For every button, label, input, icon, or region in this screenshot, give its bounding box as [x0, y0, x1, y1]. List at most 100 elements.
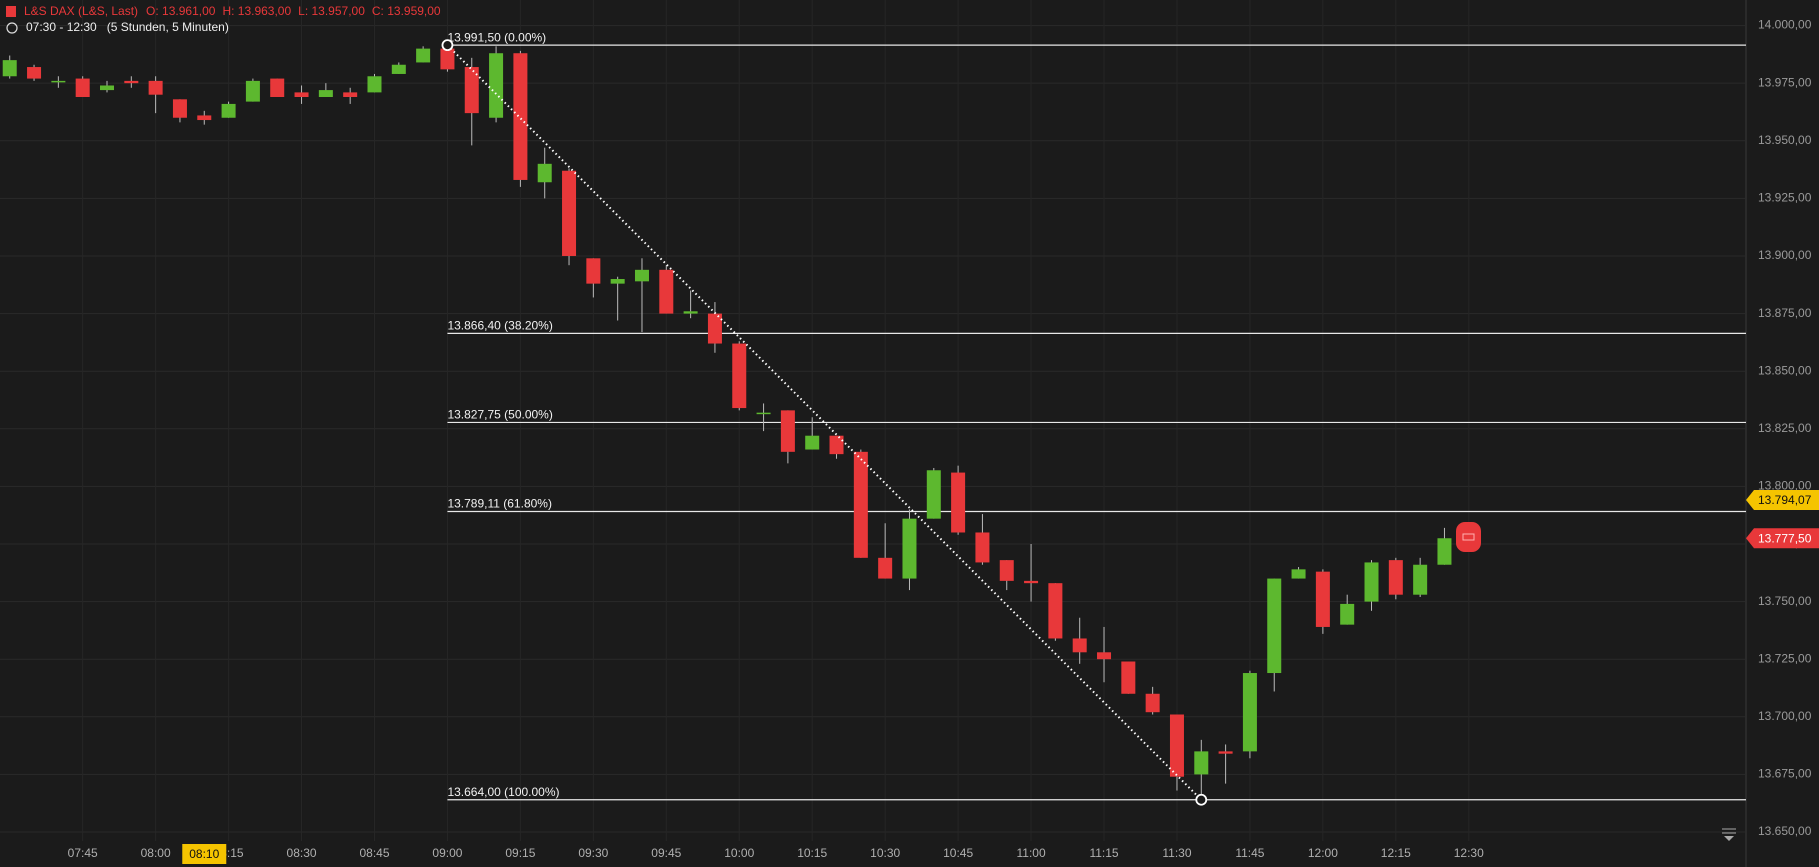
- y-tick-label: 13.675,00: [1758, 767, 1812, 781]
- y-tick-label: 13.975,00: [1758, 75, 1812, 89]
- candle-body: [1072, 638, 1087, 653]
- x-tick-label: 11:15: [1089, 846, 1118, 860]
- candle-body: [367, 76, 382, 93]
- clock-icon: [6, 22, 18, 34]
- candle-body: [51, 80, 66, 83]
- x-tick-label: 12:00: [1308, 846, 1338, 860]
- candle-body: [586, 258, 601, 284]
- x-tick-label: 09:45: [651, 846, 681, 860]
- candle-body: [610, 279, 625, 284]
- candle-body: [2, 60, 17, 77]
- candle-body: [221, 103, 236, 118]
- x-tick-label: 07:45: [68, 846, 98, 860]
- y-tick-label: 13.875,00: [1758, 306, 1812, 320]
- candle-body: [1145, 693, 1160, 713]
- y-tick-label: 13.750,00: [1758, 594, 1812, 608]
- period: (5 Stunden, 5 Minuten): [107, 20, 229, 34]
- ohlc-value: O: 13.961,00: [146, 4, 216, 18]
- candle-body: [1169, 714, 1184, 777]
- candle-body: [172, 99, 187, 118]
- y-tick-label: 13.900,00: [1758, 248, 1812, 262]
- trendline-handle: [441, 39, 454, 52]
- candle-body: [318, 90, 333, 98]
- candle-body: [634, 269, 649, 282]
- candle-body: [148, 80, 163, 95]
- trendline-handle: [1195, 793, 1208, 806]
- candle-body: [562, 170, 577, 256]
- x-tick-label: 11:30: [1162, 846, 1191, 860]
- instrument-icon: [6, 6, 16, 17]
- plot: [0, 0, 1746, 841]
- x-tick-label: 08:00: [141, 846, 171, 860]
- candle-body: [975, 532, 990, 563]
- candle-body: [829, 435, 844, 455]
- x-tick-label: 12:30: [1454, 846, 1484, 860]
- candle-body: [1413, 564, 1428, 595]
- ohlc-value: L: 13.957,00: [298, 4, 365, 18]
- candle-body: [537, 163, 552, 183]
- candle-body: [1242, 673, 1257, 752]
- x-tick-label: 10:15: [797, 846, 827, 860]
- y-tick-label: 13.950,00: [1758, 133, 1812, 147]
- candle-body: [343, 92, 358, 98]
- fib-label: 13.789,11 (61.80%): [447, 497, 552, 511]
- candle-body: [1121, 661, 1136, 694]
- candle-body: [1097, 652, 1112, 660]
- x-tick-label: 10:00: [724, 846, 754, 860]
- candle-body: [1024, 580, 1039, 584]
- candle-body: [951, 472, 966, 533]
- candle-body: [440, 48, 455, 70]
- crosshair-label: 08:10: [189, 847, 219, 861]
- x-tick-label: 10:30: [870, 846, 900, 860]
- price-tag: [1746, 528, 1819, 549]
- y-tick-label: 13.825,00: [1758, 421, 1812, 435]
- price-tag-label: 13.794,07: [1758, 493, 1812, 507]
- candle-body: [464, 67, 479, 114]
- candle-body: [513, 53, 528, 180]
- candle-body: [659, 269, 674, 314]
- crosshair-tag: [182, 844, 227, 864]
- candle-body: [1315, 571, 1330, 627]
- range: 07:30 - 12:30: [26, 20, 97, 34]
- candle-body: [1218, 751, 1233, 754]
- candle-body: [1267, 578, 1282, 674]
- ohlc-value: C: 13.959,00: [372, 4, 441, 18]
- candle-body: [756, 412, 771, 415]
- candle-body: [732, 343, 747, 409]
- instrument: L&S DAX (L&S, Last): [24, 4, 138, 18]
- y-tick-label: 13.800,00: [1758, 479, 1812, 493]
- menu-icon[interactable]: [1722, 828, 1736, 841]
- x-tick-label: 10:45: [943, 846, 973, 860]
- candle-body: [1340, 603, 1355, 625]
- y-tick-label: 13.850,00: [1758, 363, 1812, 377]
- candle-body: [902, 518, 917, 579]
- y-tick-label: 13.725,00: [1758, 651, 1812, 665]
- candle-body: [780, 410, 795, 452]
- candle-body: [75, 78, 90, 98]
- candle-body: [1437, 538, 1452, 565]
- y-tick-label: 13.650,00: [1758, 824, 1812, 838]
- candle-body: [294, 92, 309, 98]
- candle-body: [1194, 751, 1209, 775]
- x-tick-label: 11:00: [1016, 846, 1045, 860]
- x-tick-label: 09:15: [505, 846, 535, 860]
- candle-body: [805, 435, 820, 450]
- alarm-icon[interactable]: [1456, 522, 1481, 552]
- candle-body: [853, 451, 868, 558]
- candle-body: [489, 53, 504, 118]
- x-tick-label: 12:15: [1381, 846, 1411, 860]
- x-tick-label: 08:45: [359, 846, 389, 860]
- candle-body: [416, 48, 431, 63]
- ohlc-value: H: 13.963,00: [222, 4, 291, 18]
- candle-body: [1364, 562, 1379, 602]
- x-tick-label: 09:00: [432, 846, 462, 860]
- x-tick-label: 11:45: [1235, 846, 1264, 860]
- menu-arrow: [1724, 836, 1734, 841]
- fib-label: 13.866,40 (38.20%): [447, 319, 552, 333]
- x-tick-label: 09:30: [578, 846, 608, 860]
- candle-body: [878, 557, 893, 579]
- candle-body: [683, 311, 698, 314]
- price-tag: [1746, 490, 1819, 511]
- candle-body: [707, 313, 722, 344]
